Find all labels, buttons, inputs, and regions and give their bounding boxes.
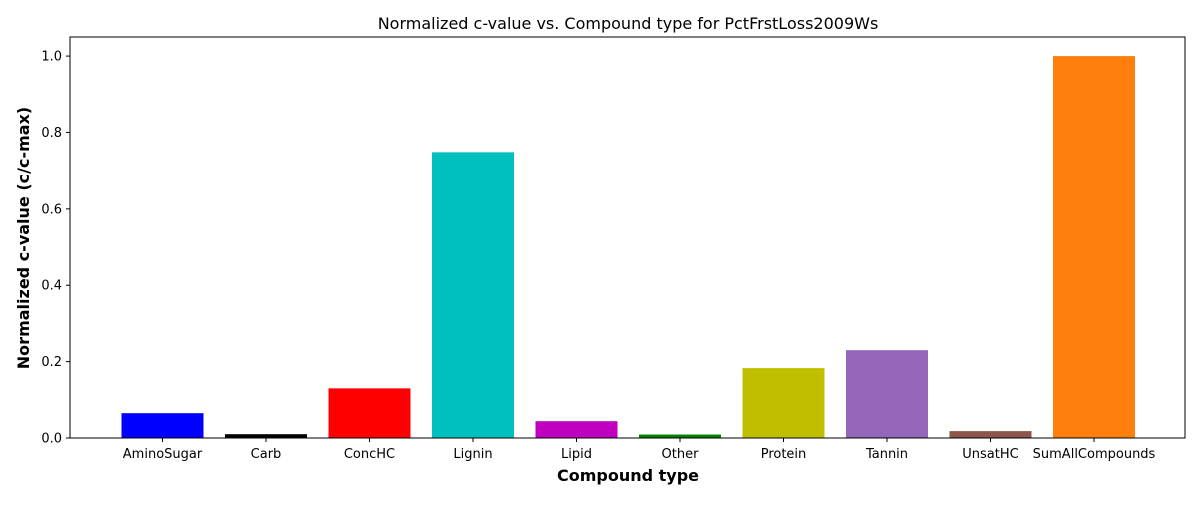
x-axis-label: Compound type xyxy=(557,466,699,485)
axes-frame xyxy=(69,36,1186,439)
y-tick-label: 0.8 xyxy=(41,126,62,141)
bar-unsathc xyxy=(949,431,1032,438)
x-tick-label: ConcHC xyxy=(344,447,395,462)
y-tick-label: 1.0 xyxy=(41,50,62,65)
bar-carb xyxy=(225,434,307,438)
y-tick-label: 0.4 xyxy=(41,279,62,294)
bar-lignin xyxy=(432,152,514,438)
x-tick-label: UnsatHC xyxy=(962,447,1018,462)
x-tick-label: Lipid xyxy=(561,447,592,462)
x-tick-label: Tannin xyxy=(865,447,908,462)
x-tick-label: SumAllCompounds xyxy=(1033,447,1156,462)
y-axis-label: Normalized c-value (c/c-max) xyxy=(14,107,33,369)
x-tick-label: Lignin xyxy=(453,447,492,462)
x-tick-label: Protein xyxy=(761,447,807,462)
bar-other xyxy=(639,434,721,438)
chart-title: Normalized c-value vs. Compound type for… xyxy=(378,14,879,33)
x-tick-label: AminoSugar xyxy=(123,447,203,462)
x-axis-ticks: AminoSugar Carb ConcHC Lignin Lipid Other Prot… xyxy=(123,438,1156,462)
bar-aminosugar xyxy=(121,413,204,438)
y-axis-ticks: 0.0 0.2 0.4 0.6 0.8 1.0 xyxy=(41,50,70,447)
x-tick-label: Other xyxy=(662,447,700,462)
x-tick-label: Carb xyxy=(251,447,282,462)
bar-lipid xyxy=(535,421,618,438)
bar-protein xyxy=(742,368,825,438)
bar-sumallcompounds xyxy=(1053,56,1135,438)
y-tick-label: 0.0 xyxy=(41,432,62,447)
y-tick-label: 0.2 xyxy=(41,355,62,370)
bar-tannin xyxy=(846,350,928,438)
bars-group xyxy=(121,56,1135,438)
y-tick-label: 0.6 xyxy=(41,202,62,217)
bar-conchc xyxy=(328,388,411,438)
